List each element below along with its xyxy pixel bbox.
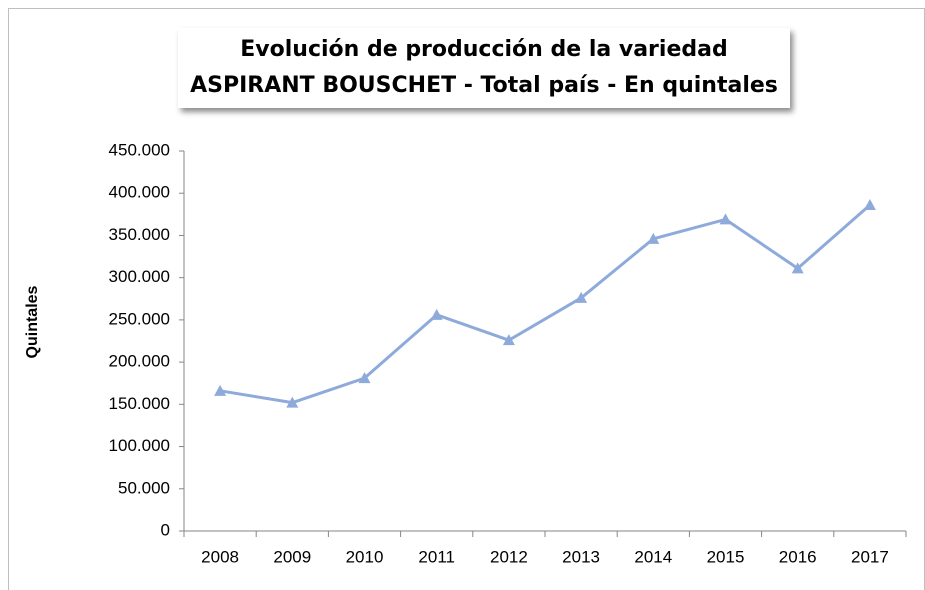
x-tick-label: 2012	[490, 547, 528, 566]
y-tick-label: 300.000	[109, 267, 170, 286]
y-tick-label: 0	[161, 520, 170, 539]
point-marker	[430, 308, 443, 320]
point-marker	[863, 199, 876, 211]
title-box	[178, 28, 790, 108]
point-marker	[719, 213, 732, 225]
x-tick-label: 2016	[779, 547, 817, 566]
x-tick-label: 2013	[562, 547, 600, 566]
point-marker	[791, 262, 804, 274]
x-tick-label: 2011	[418, 547, 455, 566]
point-marker	[214, 384, 227, 396]
point-marker	[286, 396, 299, 408]
y-tick-label: 150.000	[109, 394, 170, 413]
point-marker	[502, 334, 515, 346]
y-tick-label: 250.000	[109, 309, 170, 328]
series-line	[219, 203, 871, 405]
y-tick-label: 50.000	[118, 478, 170, 497]
y-tick-label: 450.000	[109, 140, 170, 159]
chart-title: ASPIRANT BOUSCHET - Total país - En quin…	[190, 73, 778, 98]
x-tick-label: 2015	[707, 547, 745, 566]
x-tick-label: 2008	[201, 547, 239, 566]
x-tick-label: 2017	[851, 547, 889, 566]
y-tick-label: 200.000	[109, 352, 170, 371]
x-tick-label: 2014	[634, 547, 672, 566]
x-tick-label: 2010	[346, 547, 384, 566]
point-marker	[647, 232, 660, 244]
y-tick-label: 350.000	[109, 225, 170, 244]
y-tick-label: 100.000	[109, 436, 170, 455]
y-tick-label: 400.000	[109, 183, 170, 202]
y-axis-label: Quintales	[24, 285, 41, 358]
point-marker	[575, 291, 588, 303]
x-tick-label: 2009	[273, 547, 311, 566]
chart-title: Evolución de producción de la variedad	[240, 37, 727, 62]
point-marker	[358, 372, 371, 384]
